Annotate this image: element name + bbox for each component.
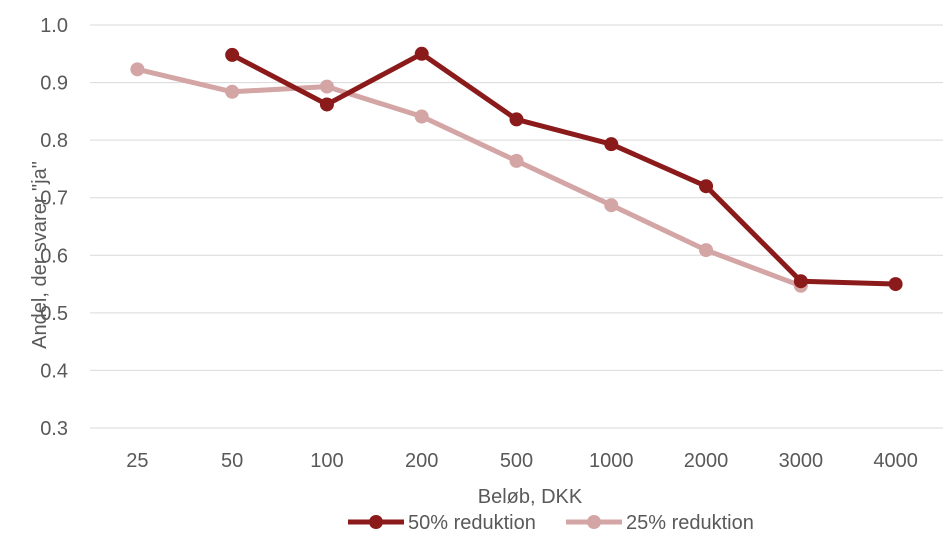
data-point: [225, 47, 240, 62]
data-point: [319, 79, 334, 94]
y-axis-title: Andel, der svarer "ja": [29, 161, 51, 349]
data-point: [699, 179, 714, 194]
legend-label: 25% reduktion: [626, 512, 754, 533]
legend-label: 50% reduktion: [408, 512, 536, 533]
legend-marker: [587, 515, 601, 529]
legend-item: 50% reduktion: [348, 512, 536, 534]
data-point: [509, 153, 524, 168]
x-tick-label: 500: [500, 450, 533, 472]
series-line: [231, 51, 896, 287]
data-point: [604, 198, 619, 213]
x-axis-ticks: 25 50 100 200 500 1000 2000 3000 4000: [126, 450, 918, 472]
data-point: [319, 97, 334, 112]
y-tick-label: 0.3: [40, 418, 68, 440]
data-point: [793, 274, 808, 289]
y-axis-ticks: 0.3 0.4 0.5 0.6 0.7 0.8 0.9 1.0: [40, 15, 68, 440]
series-line: [136, 66, 802, 289]
x-tick-label: 4000: [873, 450, 918, 472]
y-tick-label: 0.8: [40, 130, 68, 152]
series-1: [130, 62, 808, 293]
y-tick-label: 1.0: [40, 15, 68, 37]
y-tick-label: 0.6: [40, 245, 68, 267]
y-tick-label: 0.7: [40, 188, 68, 210]
data-point: [888, 277, 903, 292]
y-tick-label: 0.9: [40, 73, 68, 95]
legend: 50% reduktion 25% reduktion: [348, 512, 754, 534]
data-point: [414, 46, 429, 61]
y-tick-label: 0.4: [40, 360, 68, 382]
x-tick-label: 200: [405, 450, 438, 472]
data-point: [414, 109, 429, 124]
x-axis-title: Beløb, DKK: [478, 486, 583, 508]
x-tick-label: 50: [221, 450, 243, 472]
x-tick-label: 1000: [589, 450, 634, 472]
data-point: [699, 243, 714, 258]
data-point: [225, 84, 240, 99]
x-tick-label: 25: [126, 450, 148, 472]
legend-item: 25% reduktion: [566, 512, 754, 534]
legend-marker: [369, 515, 383, 529]
data-point: [130, 62, 145, 77]
x-tick-label: 2000: [684, 450, 729, 472]
x-tick-label: 100: [310, 450, 343, 472]
x-tick-label: 3000: [779, 450, 824, 472]
gridlines: [90, 24, 943, 429]
y-tick-label: 0.5: [40, 303, 68, 325]
data-point: [509, 112, 524, 127]
data-point: [604, 137, 619, 152]
series-layer: [130, 46, 903, 293]
series-0: [225, 46, 903, 292]
